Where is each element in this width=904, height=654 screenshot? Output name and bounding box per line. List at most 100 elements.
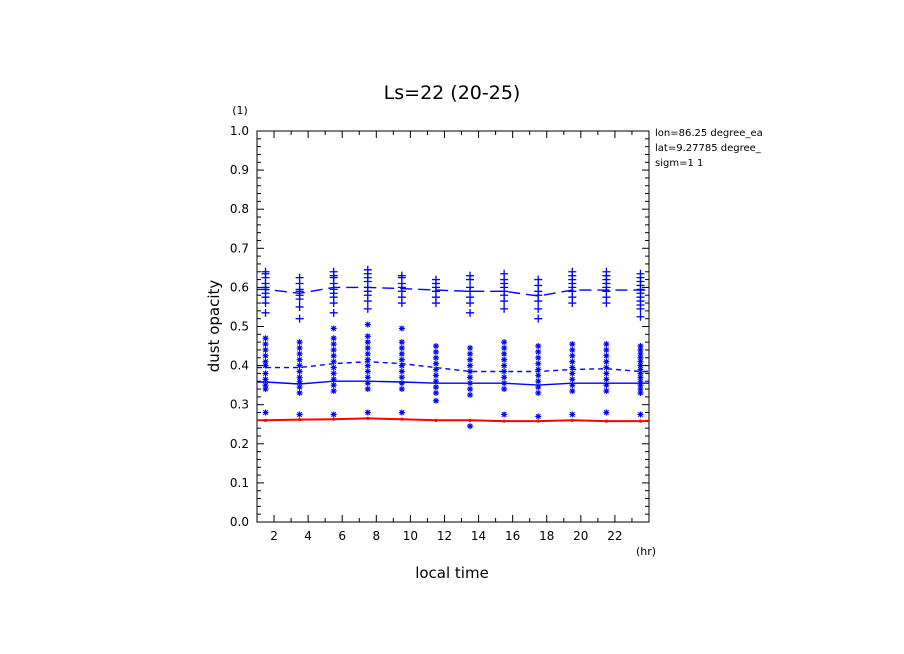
- scatter-star-point: [535, 378, 542, 385]
- y-tick-label: 0.7: [230, 241, 249, 255]
- scatter-star-point: [637, 366, 644, 373]
- scatter-star-point: [432, 366, 439, 373]
- scatter-star-point: [432, 397, 439, 404]
- scatter-star-point: [535, 343, 542, 350]
- series-point: [502, 419, 506, 423]
- y-tick-label: 0.8: [230, 202, 249, 216]
- scatter-star-point: [364, 321, 371, 328]
- x-unit-label: (hr): [636, 545, 656, 558]
- y-tick-label: 0.6: [230, 280, 249, 294]
- scatter-star-point: [398, 345, 405, 352]
- scatter-plus-point: [329, 308, 338, 317]
- scatter-star-point: [364, 339, 371, 346]
- y-tick-label: 0.4: [230, 359, 249, 373]
- scatter-star-point: [637, 382, 644, 389]
- scatter-star-point: [296, 362, 303, 369]
- scatter-star-point: [603, 364, 610, 371]
- scatter-star-point: [603, 370, 610, 377]
- scatter-star-point: [535, 389, 542, 396]
- scatter-star-point: [637, 354, 644, 361]
- scatter-star-point: [432, 343, 439, 350]
- scatter-star-point: [330, 370, 337, 377]
- scatter-star-point: [330, 346, 337, 353]
- scatter-star-point: [330, 388, 337, 395]
- scatter-star-point: [569, 411, 576, 418]
- series-line-0: [257, 286, 649, 297]
- scatter-star-point: [432, 389, 439, 396]
- scatter-star-point: [467, 391, 474, 398]
- scatter-star-point: [296, 389, 303, 396]
- scatter-star-point: [262, 370, 269, 377]
- scatter-plus-point: [568, 299, 577, 308]
- y-tick-label: 0.3: [230, 398, 249, 412]
- scatter-star-point: [296, 356, 303, 363]
- y-tick-label: 0.0: [230, 515, 249, 529]
- series-line-1: [257, 360, 649, 373]
- scatter-star-point: [296, 350, 303, 357]
- scatter-star-point: [501, 411, 508, 418]
- series-point: [570, 418, 574, 422]
- scatter-plus-point: [636, 304, 645, 313]
- scatter-star-point: [569, 352, 576, 359]
- scatter-star-point: [467, 423, 474, 430]
- scatter-star-point: [330, 325, 337, 332]
- scatter-star-point: [535, 384, 542, 391]
- scatter-star-point: [569, 388, 576, 395]
- series-point: [536, 419, 540, 423]
- scatter-star-point: [262, 382, 269, 389]
- series-point: [263, 418, 268, 422]
- scatter-star-point: [432, 360, 439, 367]
- scatter-star-point: [603, 341, 610, 348]
- y-tick-label: 0.5: [230, 320, 249, 334]
- scatter-star-point: [262, 358, 269, 365]
- x-tick-label: 22: [607, 529, 622, 543]
- scatter-star-point: [603, 388, 610, 395]
- scatter-plus-point: [261, 299, 270, 308]
- x-axis-label: local time: [415, 564, 489, 582]
- info-line-sigma: sigm=1 1: [655, 158, 703, 169]
- scatter-star-point: [603, 358, 610, 365]
- scatter-star-point: [603, 382, 610, 389]
- scatter-plus-point: [534, 314, 543, 323]
- scatter-star-point: [296, 384, 303, 391]
- scatter-star-point: [637, 374, 644, 381]
- scatter-star-point: [637, 362, 644, 369]
- y-tick-label: 0.1: [230, 476, 249, 490]
- plot-layer: 2 4 6 8 10 12 14 16 18 20 22 0.0 0.1 0.2 0.3 0.4 0.5 0.6 0…: [230, 124, 650, 543]
- series-point: [638, 419, 643, 423]
- y-tick-label: 0.9: [230, 163, 249, 177]
- scatter-star-point: [262, 376, 269, 383]
- scatter-star-point: [262, 409, 269, 416]
- scatter-star-point: [330, 364, 337, 371]
- series-point: [366, 416, 370, 420]
- plot-frame: [256, 130, 650, 523]
- scatter-star-point: [432, 354, 439, 361]
- scatter-star-point: [296, 374, 303, 381]
- scatter-star-point: [364, 350, 371, 357]
- info-line-lat: lat=9.27785 degree_: [655, 143, 762, 154]
- series-point: [298, 417, 302, 422]
- scatter-plus-point: [261, 308, 270, 317]
- scatter-plus-point: [636, 312, 645, 321]
- scatter-star-point: [637, 350, 644, 357]
- scatter-star-point: [637, 389, 644, 396]
- scatter-star-point: [432, 378, 439, 385]
- x-tick-label: 10: [403, 529, 418, 543]
- scatter-star-point: [398, 380, 405, 387]
- scatter-plus-point: [295, 302, 304, 311]
- scatter-star-point: [501, 368, 508, 375]
- scatter-plus-point: [466, 275, 475, 284]
- scatter-star-point: [364, 409, 371, 416]
- scatter-plus-point: [295, 295, 304, 304]
- scatter-star-point: [501, 386, 508, 393]
- chart-title: Ls=22 (20-25): [384, 82, 521, 104]
- x-tick-label: 8: [372, 529, 380, 543]
- x-tick-label: 12: [437, 529, 452, 543]
- scatter-star-point: [637, 411, 644, 418]
- scatter-star-point: [330, 335, 337, 342]
- scatter-star-point: [569, 364, 576, 371]
- scatter-star-point: [535, 413, 542, 420]
- info-line-lon: lon=86.25 degree_ea: [655, 128, 763, 139]
- scatter-star-point: [637, 386, 644, 393]
